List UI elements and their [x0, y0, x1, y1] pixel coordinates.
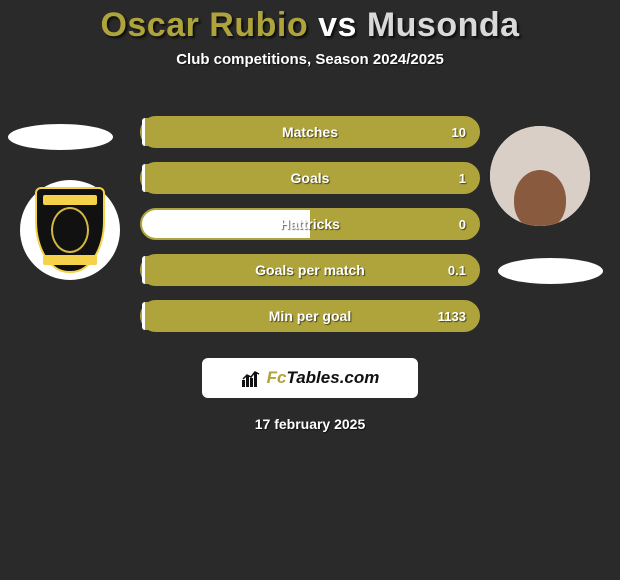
stat-value-right: 0	[459, 217, 466, 232]
stat-row: Hattricks0	[140, 208, 480, 240]
stat-row: Goals per match0.1	[140, 254, 480, 286]
club-shield	[35, 187, 105, 273]
shield-banner-top	[43, 195, 97, 205]
stat-value-right: 0.1	[448, 263, 466, 278]
title-vs: vs	[318, 6, 357, 44]
stat-label: Matches	[142, 124, 478, 140]
title-player2: Musonda	[367, 6, 520, 44]
title-player1: Oscar Rubio	[100, 6, 308, 44]
comparison-card: Oscar Rubio vs Musonda Club competitions…	[0, 0, 620, 580]
stat-label: Goals per match	[142, 262, 478, 278]
shield-emblem	[51, 207, 89, 253]
bars-icon	[241, 368, 261, 388]
player2-face-placeholder	[490, 126, 590, 226]
stat-value-right: 1133	[438, 309, 466, 324]
stat-label: Min per goal	[142, 308, 478, 324]
date-label: 17 february 2025	[0, 416, 620, 432]
stat-row: Matches10	[140, 116, 480, 148]
badge-circle	[20, 180, 120, 280]
stat-label: Hattricks	[142, 216, 478, 232]
fctables-rest: Tables.com	[286, 368, 379, 387]
subtitle: Club competitions, Season 2024/2025	[0, 51, 620, 68]
stat-row: Goals1	[140, 162, 480, 194]
player2-avatar	[490, 126, 590, 226]
stat-label: Goals	[142, 170, 478, 186]
page-title: Oscar Rubio vs Musonda	[0, 0, 620, 45]
fctables-text: FcTables.com	[267, 368, 380, 388]
stat-value-right: 1	[459, 171, 466, 186]
shield-banner-bottom	[43, 255, 97, 265]
stat-value-right: 10	[452, 125, 466, 140]
fctables-badge: FcTables.com	[202, 358, 418, 398]
fctables-prefix: Fc	[267, 368, 287, 387]
stats-list: Matches10Goals1Hattricks0Goals per match…	[140, 116, 480, 332]
stat-row: Min per goal1133	[140, 300, 480, 332]
player1-ellipse	[8, 124, 113, 150]
player1-club-badge	[20, 180, 120, 280]
player2-ellipse	[498, 258, 603, 284]
player2-face-head	[514, 170, 566, 226]
